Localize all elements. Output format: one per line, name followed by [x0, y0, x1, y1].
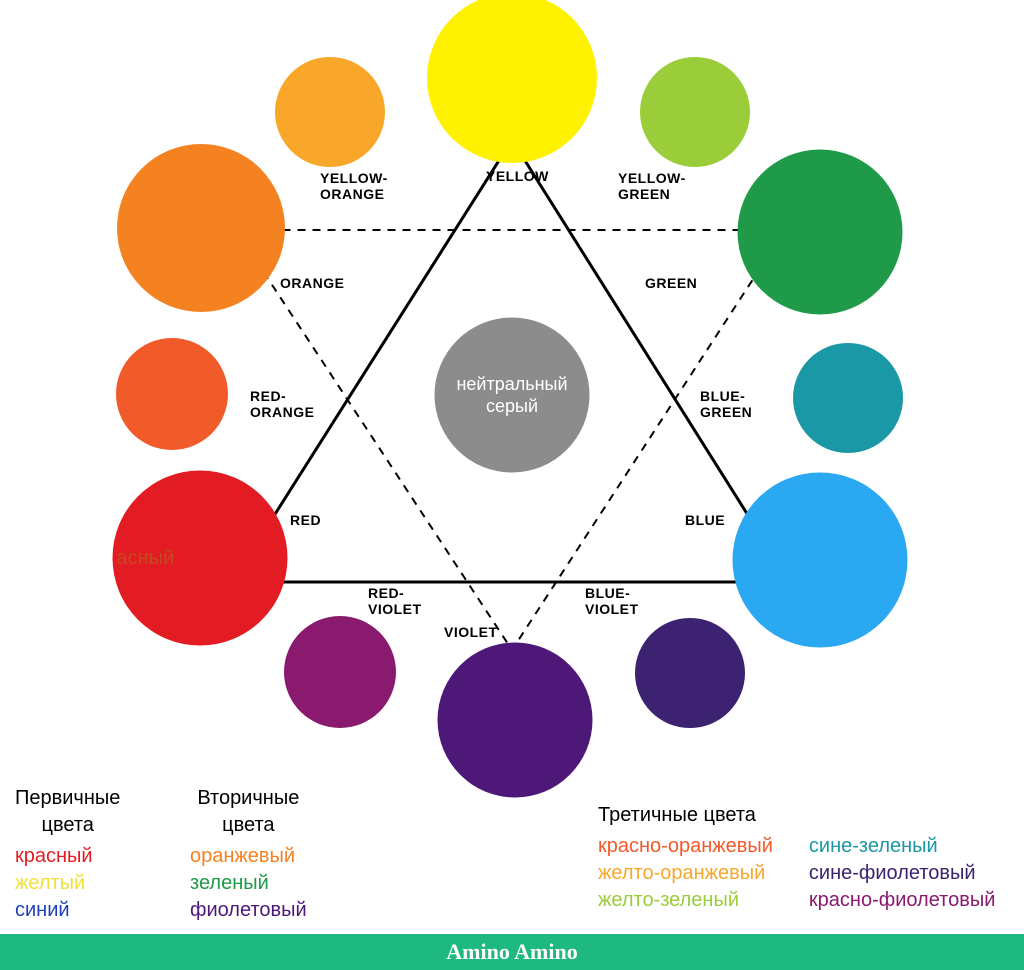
swatch-inner-label-red: асный — [117, 547, 175, 570]
legend-tertiary-item: сине-зеленый — [809, 833, 996, 860]
swatch-label-violet: VIOLET — [444, 624, 498, 640]
footer-text: Amino Amino — [446, 939, 577, 964]
legend-tertiary-item: сине-фиолетовый — [809, 860, 996, 887]
legend-secondary-item: зеленый — [190, 870, 307, 897]
swatch-red: асный — [113, 471, 288, 646]
swatch-label-yellow-green: YELLOW- GREEN — [618, 170, 686, 202]
legend-primary: Первичные цвета красныйжелтыйсиний — [15, 785, 120, 924]
swatch-label-red-orange: RED- ORANGE — [250, 388, 314, 420]
swatch-label-orange: ORANGE — [280, 275, 344, 291]
legend-primary-item: красный — [15, 843, 120, 870]
swatch-yellow — [427, 0, 597, 163]
legend-secondary-title: Вторичные цвета — [190, 785, 307, 839]
legend-tertiary-title: Третичные цвета — [598, 802, 995, 829]
swatch-label-red: RED — [290, 512, 321, 528]
swatch-label-blue: BLUE — [685, 512, 725, 528]
swatch-yellow-orange — [275, 57, 385, 167]
footer-bar: Amino Amino — [0, 934, 1024, 970]
swatch-label-green: GREEN — [645, 275, 697, 291]
swatch-label-blue-green: BLUE- GREEN — [700, 388, 752, 420]
legend-primary-item: желтый — [15, 870, 120, 897]
color-wheel-diagram: YELLOW YELLOW- GREEN GREEN BLUE- GREEN BLUE B… — [0, 0, 1024, 970]
swatch-blue-green — [793, 343, 903, 453]
swatch-label-red-violet: RED- VIOLET — [368, 585, 422, 617]
swatch-green — [738, 150, 903, 315]
swatch-violet — [438, 643, 593, 798]
swatch-label-yellow-orange: YELLOW- ORANGE — [320, 170, 388, 202]
center-label: нейтральный серый — [456, 373, 567, 418]
swatch-yellow-green — [640, 57, 750, 167]
legend-tertiary-item: красно-фиолетовый — [809, 887, 996, 914]
legend-secondary: Вторичные цвета оранжевыйзеленыйфиолетов… — [190, 785, 307, 924]
legend-secondary-item: оранжевый — [190, 843, 307, 870]
swatch-label-blue-violet: BLUE- VIOLET — [585, 585, 639, 617]
swatch-label-yellow: YELLOW — [486, 168, 549, 184]
swatch-red-violet — [284, 616, 396, 728]
legend-primary-item: синий — [15, 897, 120, 924]
center-neutral-gray: нейтральный серый — [435, 318, 590, 473]
legend-tertiary-item: желто-зеленый — [598, 887, 773, 914]
legend-tertiary-item: желто-оранжевый — [598, 860, 773, 887]
legend-tertiary-item: красно-оранжевый — [598, 833, 773, 860]
legend-tertiary: Третичные цвета красно-оранжевыйжелто-ор… — [598, 802, 995, 914]
swatch-blue-violet — [635, 618, 745, 728]
legend-secondary-item: фиолетовый — [190, 897, 307, 924]
swatch-blue — [733, 473, 908, 648]
legend-primary-title: Первичные цвета — [15, 785, 120, 839]
swatch-orange — [117, 144, 285, 312]
swatch-red-orange — [116, 338, 228, 450]
